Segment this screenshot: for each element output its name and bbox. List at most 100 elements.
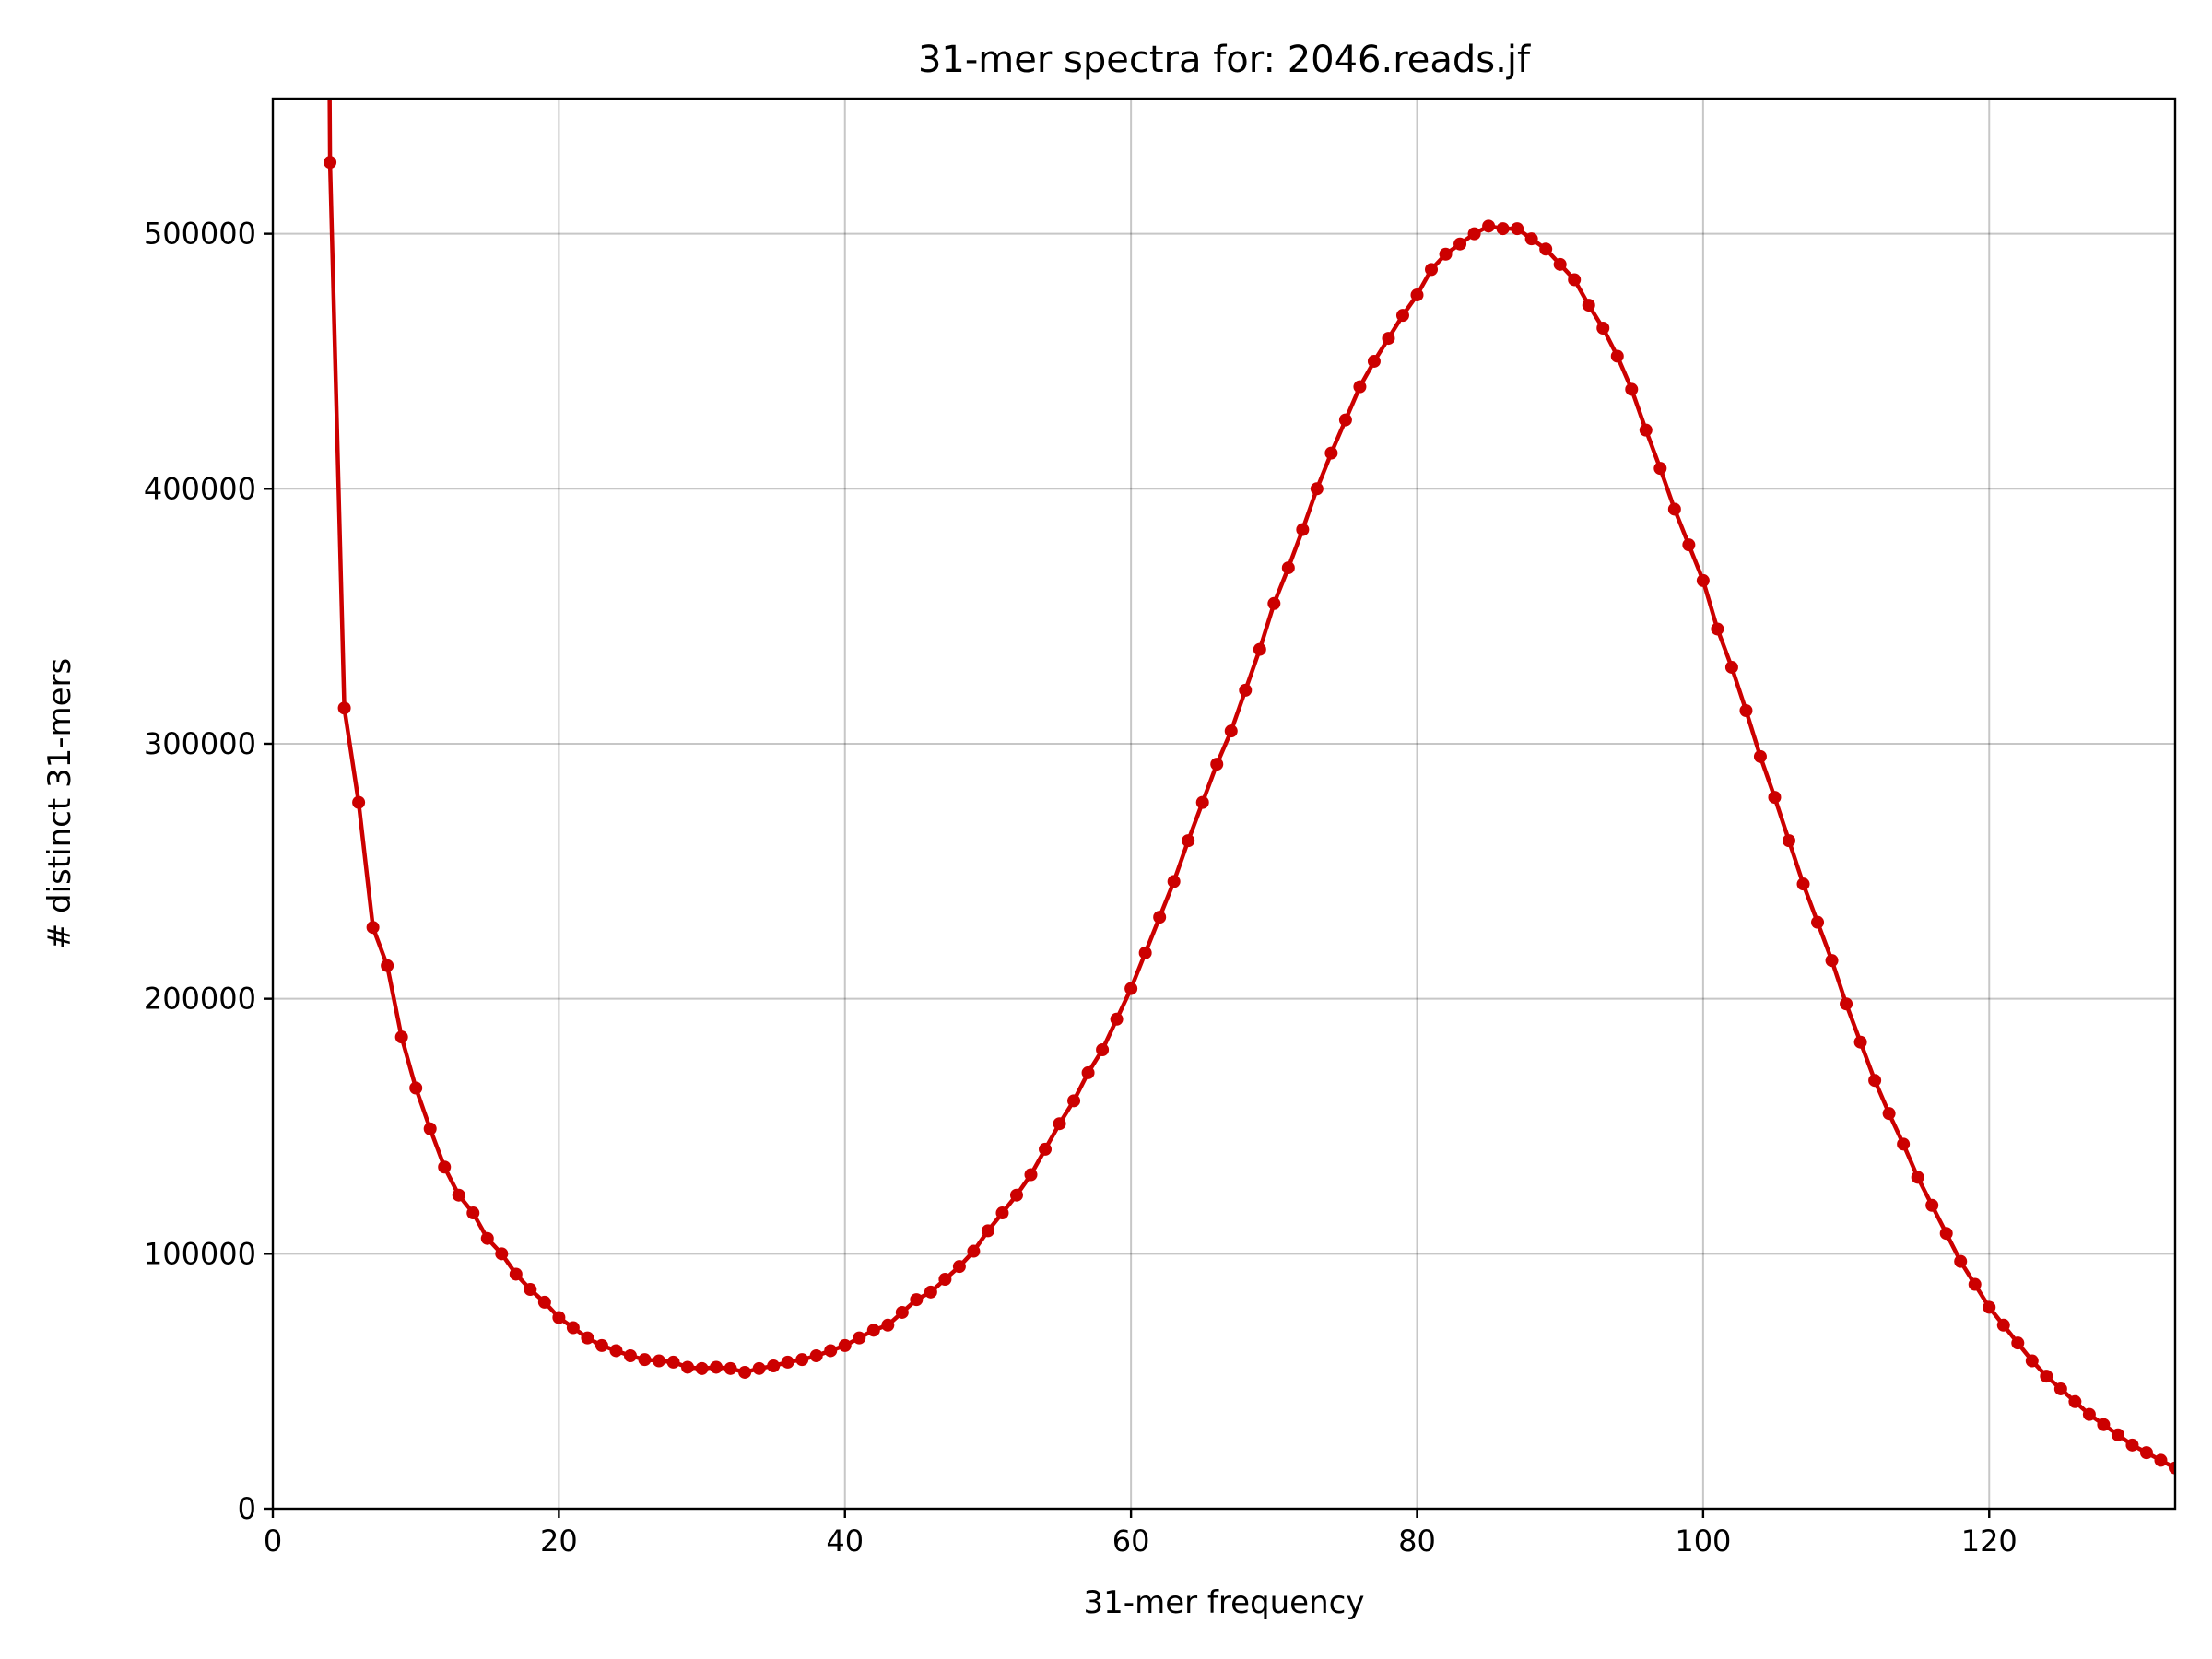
data-point bbox=[809, 1349, 823, 1362]
data-point bbox=[1324, 446, 1338, 460]
data-point bbox=[2025, 1354, 2039, 1368]
data-point bbox=[2154, 1453, 2168, 1467]
data-point bbox=[767, 1359, 781, 1373]
y-tick-label: 200000 bbox=[144, 982, 256, 1017]
data-point bbox=[967, 1244, 981, 1258]
data-point bbox=[1768, 791, 1782, 805]
data-point bbox=[824, 1344, 838, 1358]
data-point bbox=[1182, 834, 1195, 848]
data-point bbox=[1524, 232, 1538, 246]
data-point bbox=[738, 1365, 752, 1379]
x-axis: 0 20 40 60 80 100 120 bbox=[264, 1509, 2018, 1559]
data-point bbox=[1639, 423, 1653, 437]
data-point bbox=[1039, 1142, 1053, 1156]
data-point bbox=[1410, 288, 1424, 302]
y-tick-label: 100000 bbox=[144, 1236, 256, 1271]
x-tick-label: 0 bbox=[264, 1524, 282, 1559]
data-point bbox=[938, 1272, 952, 1286]
data-point bbox=[724, 1361, 737, 1375]
data-point bbox=[895, 1305, 909, 1319]
data-point bbox=[866, 1324, 880, 1337]
data-point bbox=[2111, 1428, 2124, 1441]
data-point bbox=[995, 1206, 1009, 1220]
data-point bbox=[795, 1353, 809, 1367]
y-axis: 0 100000 200000 300000 400000 500000 bbox=[144, 217, 273, 1526]
data-point bbox=[1897, 1137, 1911, 1151]
data-point bbox=[1267, 596, 1281, 610]
data-point bbox=[2125, 1438, 2139, 1452]
data-point bbox=[1782, 834, 1795, 848]
data-point bbox=[609, 1344, 623, 1358]
data-point bbox=[1724, 660, 1738, 674]
data-point bbox=[1081, 1065, 1095, 1079]
data-point bbox=[1653, 462, 1667, 476]
x-tick-label: 100 bbox=[1675, 1524, 1731, 1559]
data-point bbox=[1210, 758, 1224, 771]
data-point bbox=[2011, 1336, 2025, 1350]
data-point bbox=[1124, 982, 1138, 995]
data-point bbox=[638, 1353, 652, 1367]
data-point bbox=[1467, 227, 1481, 241]
data-point bbox=[1853, 1035, 1867, 1049]
data-point bbox=[1382, 332, 1395, 346]
data-point bbox=[1553, 257, 1567, 271]
data-point bbox=[623, 1349, 637, 1362]
data-point bbox=[1024, 1168, 1038, 1182]
data-point bbox=[881, 1318, 895, 1332]
grid bbox=[272, 99, 2175, 1510]
data-point bbox=[1053, 1117, 1066, 1131]
y-tick-label: 300000 bbox=[144, 726, 256, 761]
y-tick-label: 400000 bbox=[144, 471, 256, 506]
data-point bbox=[1395, 309, 1409, 323]
data-point bbox=[394, 1030, 408, 1044]
data-point bbox=[1882, 1107, 1896, 1121]
chart-title: 31-mer spectra for: 2046.reads.jf bbox=[918, 39, 1531, 81]
data-point bbox=[1911, 1171, 1924, 1184]
y-axis-label: # distinct 31-mers bbox=[41, 658, 78, 949]
data-point bbox=[1610, 349, 1624, 363]
data-point bbox=[1195, 795, 1209, 809]
data-series bbox=[324, 99, 2175, 1475]
y-tick-label: 0 bbox=[238, 1491, 256, 1526]
data-point bbox=[1582, 299, 1595, 312]
data-point bbox=[1539, 242, 1553, 256]
data-point bbox=[2053, 1382, 2067, 1395]
data-point bbox=[666, 1355, 680, 1369]
data-point bbox=[1511, 222, 1524, 236]
x-tick-label: 120 bbox=[1961, 1524, 2018, 1559]
data-point bbox=[337, 701, 351, 715]
data-point bbox=[581, 1331, 594, 1345]
data-point bbox=[1753, 749, 1767, 763]
data-point bbox=[1868, 1074, 1882, 1088]
data-point bbox=[381, 959, 394, 972]
data-point bbox=[1067, 1094, 1081, 1108]
data-point bbox=[1568, 273, 1582, 287]
x-tick-label: 40 bbox=[826, 1524, 864, 1559]
data-point bbox=[1739, 704, 1753, 718]
data-point bbox=[509, 1267, 523, 1281]
x-tick-label: 80 bbox=[1398, 1524, 1436, 1559]
data-point bbox=[1796, 877, 1810, 891]
data-point bbox=[2040, 1370, 2053, 1383]
data-point bbox=[423, 1122, 437, 1135]
data-point bbox=[1153, 911, 1167, 924]
data-point bbox=[1925, 1198, 1939, 1212]
data-point bbox=[1840, 997, 1853, 1011]
data-point bbox=[1811, 915, 1825, 929]
data-point bbox=[1968, 1277, 1982, 1291]
data-point bbox=[2082, 1407, 2096, 1421]
data-point bbox=[1353, 380, 1367, 394]
data-point bbox=[1224, 724, 1238, 738]
data-point bbox=[910, 1293, 924, 1307]
data-point bbox=[352, 795, 366, 809]
y-tick-label: 500000 bbox=[144, 217, 256, 252]
x-axis-label: 31-mer frequency bbox=[1084, 1584, 1365, 1621]
x-tick-label: 60 bbox=[1112, 1524, 1150, 1559]
data-point bbox=[1983, 1300, 1996, 1314]
data-point bbox=[324, 156, 337, 170]
data-point bbox=[1167, 875, 1181, 888]
data-point bbox=[924, 1285, 937, 1299]
data-point bbox=[438, 1160, 452, 1174]
data-point bbox=[1696, 573, 1710, 587]
data-point bbox=[495, 1247, 509, 1261]
